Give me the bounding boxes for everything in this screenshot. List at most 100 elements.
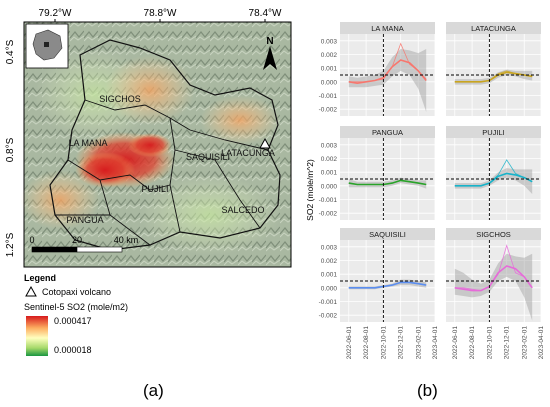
facet-panel: SIGCHOS 2022-06-01 2022-08-01 2022-10-01 202… [446, 228, 545, 359]
inset-map [25, 23, 69, 69]
x-tick-label: 2022-06-01 [346, 326, 353, 360]
x-tick-label: 2023-04-01 [432, 326, 439, 360]
smoothed-series-line [454, 71, 533, 83]
y-tick-label: -0.001 [319, 197, 338, 204]
y-tick-label: -0.001 [319, 299, 338, 306]
x-tick-label: 2022-10-01 [380, 326, 387, 360]
facet-strip [340, 126, 435, 138]
facet-strip [446, 22, 541, 34]
cotopaxi-volcano-icon [259, 137, 271, 149]
y-tick-label: -0.001 [319, 93, 338, 100]
facet-strip [340, 228, 435, 240]
caption-a: (a) [143, 381, 164, 400]
svg-text:0: 0 [29, 235, 34, 245]
region-label: LATACUNGA [221, 148, 275, 158]
y-tick-label: 0.001 [321, 170, 338, 177]
facet-strip [446, 228, 541, 240]
so2-min-label: 0.000018 [54, 345, 92, 355]
y-tick-label: 0.000 [321, 79, 338, 86]
smoothed-series-line [454, 265, 533, 292]
facet-title: SAQUISILI [369, 230, 406, 239]
region-label: LA MANA [68, 138, 107, 148]
scale-bar: 0 20 40 km [29, 235, 139, 253]
north-arrow-icon: N [263, 36, 277, 70]
smoothed-series-line [348, 179, 427, 186]
y-tick-label: 0.003 [321, 38, 338, 45]
y-tick-label: 0.000 [321, 285, 338, 292]
raw-series-line [454, 70, 533, 83]
region-label: SALCEDO [221, 205, 264, 215]
y-tick-label: 0.002 [321, 156, 338, 163]
y-tick-label: 0.003 [321, 244, 338, 251]
x-tick-label: 2022-12-01 [398, 326, 405, 360]
svg-text:40 km: 40 km [114, 235, 139, 245]
x-tick-label: 2022-08-01 [363, 326, 370, 360]
facet-title: PANGUA [372, 128, 403, 137]
plot-background [446, 34, 541, 116]
region-label: SAQUISILI [186, 152, 230, 162]
lat-label: 0.8°S [5, 137, 16, 162]
x-tick-label: 2022-08-01 [469, 326, 476, 360]
x-tick-label: 2023-04-01 [538, 326, 545, 360]
facet-panel: PUJILI [446, 126, 542, 220]
facet-strip [340, 22, 435, 34]
y-tick-label: 0.000 [321, 183, 338, 190]
region-label: SIGCHOS [99, 94, 141, 104]
raw-series-line [454, 244, 533, 292]
lat-label: 1.2°S [5, 232, 16, 257]
x-tick-label: 2023-02-01 [521, 326, 528, 360]
y-tick-label: 0.001 [321, 272, 338, 279]
facet-title: PUJILI [482, 128, 505, 137]
volcano-legend-icon [25, 285, 37, 297]
study-area-map: 79.2°W 78.8°W 78.4°W 0.4°S 0.8°S 1.2°S N… [5, 8, 292, 356]
facet-title: LATACUNGA [471, 24, 516, 33]
region-label: PANGUA [66, 215, 103, 225]
y-tick-label: 0.001 [321, 66, 338, 73]
confidence-band [454, 253, 533, 321]
smoothed-series-line [454, 172, 533, 187]
raw-series-line [454, 159, 533, 187]
so2-colorbar [26, 316, 48, 356]
region-label: PUJILI [141, 184, 168, 194]
confidence-band [348, 49, 427, 112]
lon-label: 78.8°W [144, 8, 177, 19]
smoothed-series-line [348, 281, 427, 289]
x-tick-label: 2023-02-01 [415, 326, 422, 360]
raw-series-line [348, 179, 427, 185]
x-tick-label: 2022-12-01 [504, 326, 511, 360]
lat-label: 0.4°S [5, 39, 16, 64]
confidence-band [348, 279, 427, 290]
map-legend: Legend Cotopaxi volcano Sentinel-5 SO2 (… [24, 273, 128, 356]
facet-panel: LA MANA -0.002 -0.001 0.000 0.001 0.002 0.003 [319, 22, 436, 116]
volcano-legend-label: Cotopaxi volcano [42, 287, 111, 297]
y-tick-label: 0.002 [321, 52, 338, 59]
facet-panel: SAQUISILI -0.002 -0.001 0.000 0.001 0.002 0.00… [319, 228, 439, 359]
facet-title: LA MANA [371, 24, 404, 33]
x-tick-label: 2022-06-01 [452, 326, 459, 360]
so2-legend-title: Sentinel-5 SO2 (mole/m2) [24, 302, 128, 312]
facet-panel: LATACUNGA [446, 22, 542, 116]
facet-panel: PANGUA -0.002 -0.001 0.000 0.001 0.002 0.003 [319, 126, 436, 220]
plot-background [340, 138, 435, 220]
svg-text:N: N [266, 36, 273, 47]
lon-label: 78.4°W [249, 8, 282, 19]
so2-max-label: 0.000417 [54, 316, 92, 326]
y-tick-label: 0.002 [321, 258, 338, 265]
plot-background [340, 240, 435, 322]
lon-label: 79.2°W [39, 8, 72, 19]
plot-background [446, 240, 541, 322]
raw-series-line [348, 42, 427, 83]
confidence-band [348, 177, 427, 189]
facet-title: SIGCHOS [476, 230, 511, 239]
y-tick-label: -0.002 [319, 107, 338, 114]
smoothed-series-line [348, 59, 427, 85]
y-tick-label: -0.002 [319, 211, 338, 218]
legend-title: Legend [24, 273, 56, 283]
facet-strip [446, 126, 541, 138]
x-tick-label: 2022-10-01 [486, 326, 493, 360]
plot-background [446, 138, 541, 220]
caption-b: (b) [417, 381, 438, 400]
y-tick-label: -0.002 [319, 313, 338, 320]
svg-text:20: 20 [72, 235, 82, 245]
confidence-band [454, 168, 533, 194]
